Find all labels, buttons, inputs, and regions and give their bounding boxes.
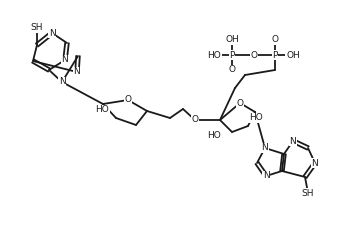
Text: N: N [49,29,56,37]
Text: HO: HO [207,130,221,139]
Text: OH: OH [286,50,300,60]
Text: O: O [236,98,244,108]
Text: SH: SH [31,24,43,32]
Text: N: N [262,143,268,153]
Text: N: N [59,77,66,87]
Text: P: P [272,50,278,60]
Text: N: N [263,171,269,181]
Text: OH: OH [225,35,239,45]
Text: N: N [74,67,80,77]
Text: O: O [192,116,199,124]
Text: P: P [229,50,235,60]
Text: N: N [312,158,318,168]
Text: O: O [125,95,131,105]
Text: HO: HO [95,106,109,114]
Text: HO: HO [249,113,263,123]
Text: SH: SH [302,188,314,198]
Text: N: N [62,56,68,64]
Text: O: O [272,35,278,45]
Text: HO: HO [207,50,221,60]
Text: O: O [229,65,236,75]
Text: N: N [290,137,297,145]
Text: O: O [251,50,257,60]
